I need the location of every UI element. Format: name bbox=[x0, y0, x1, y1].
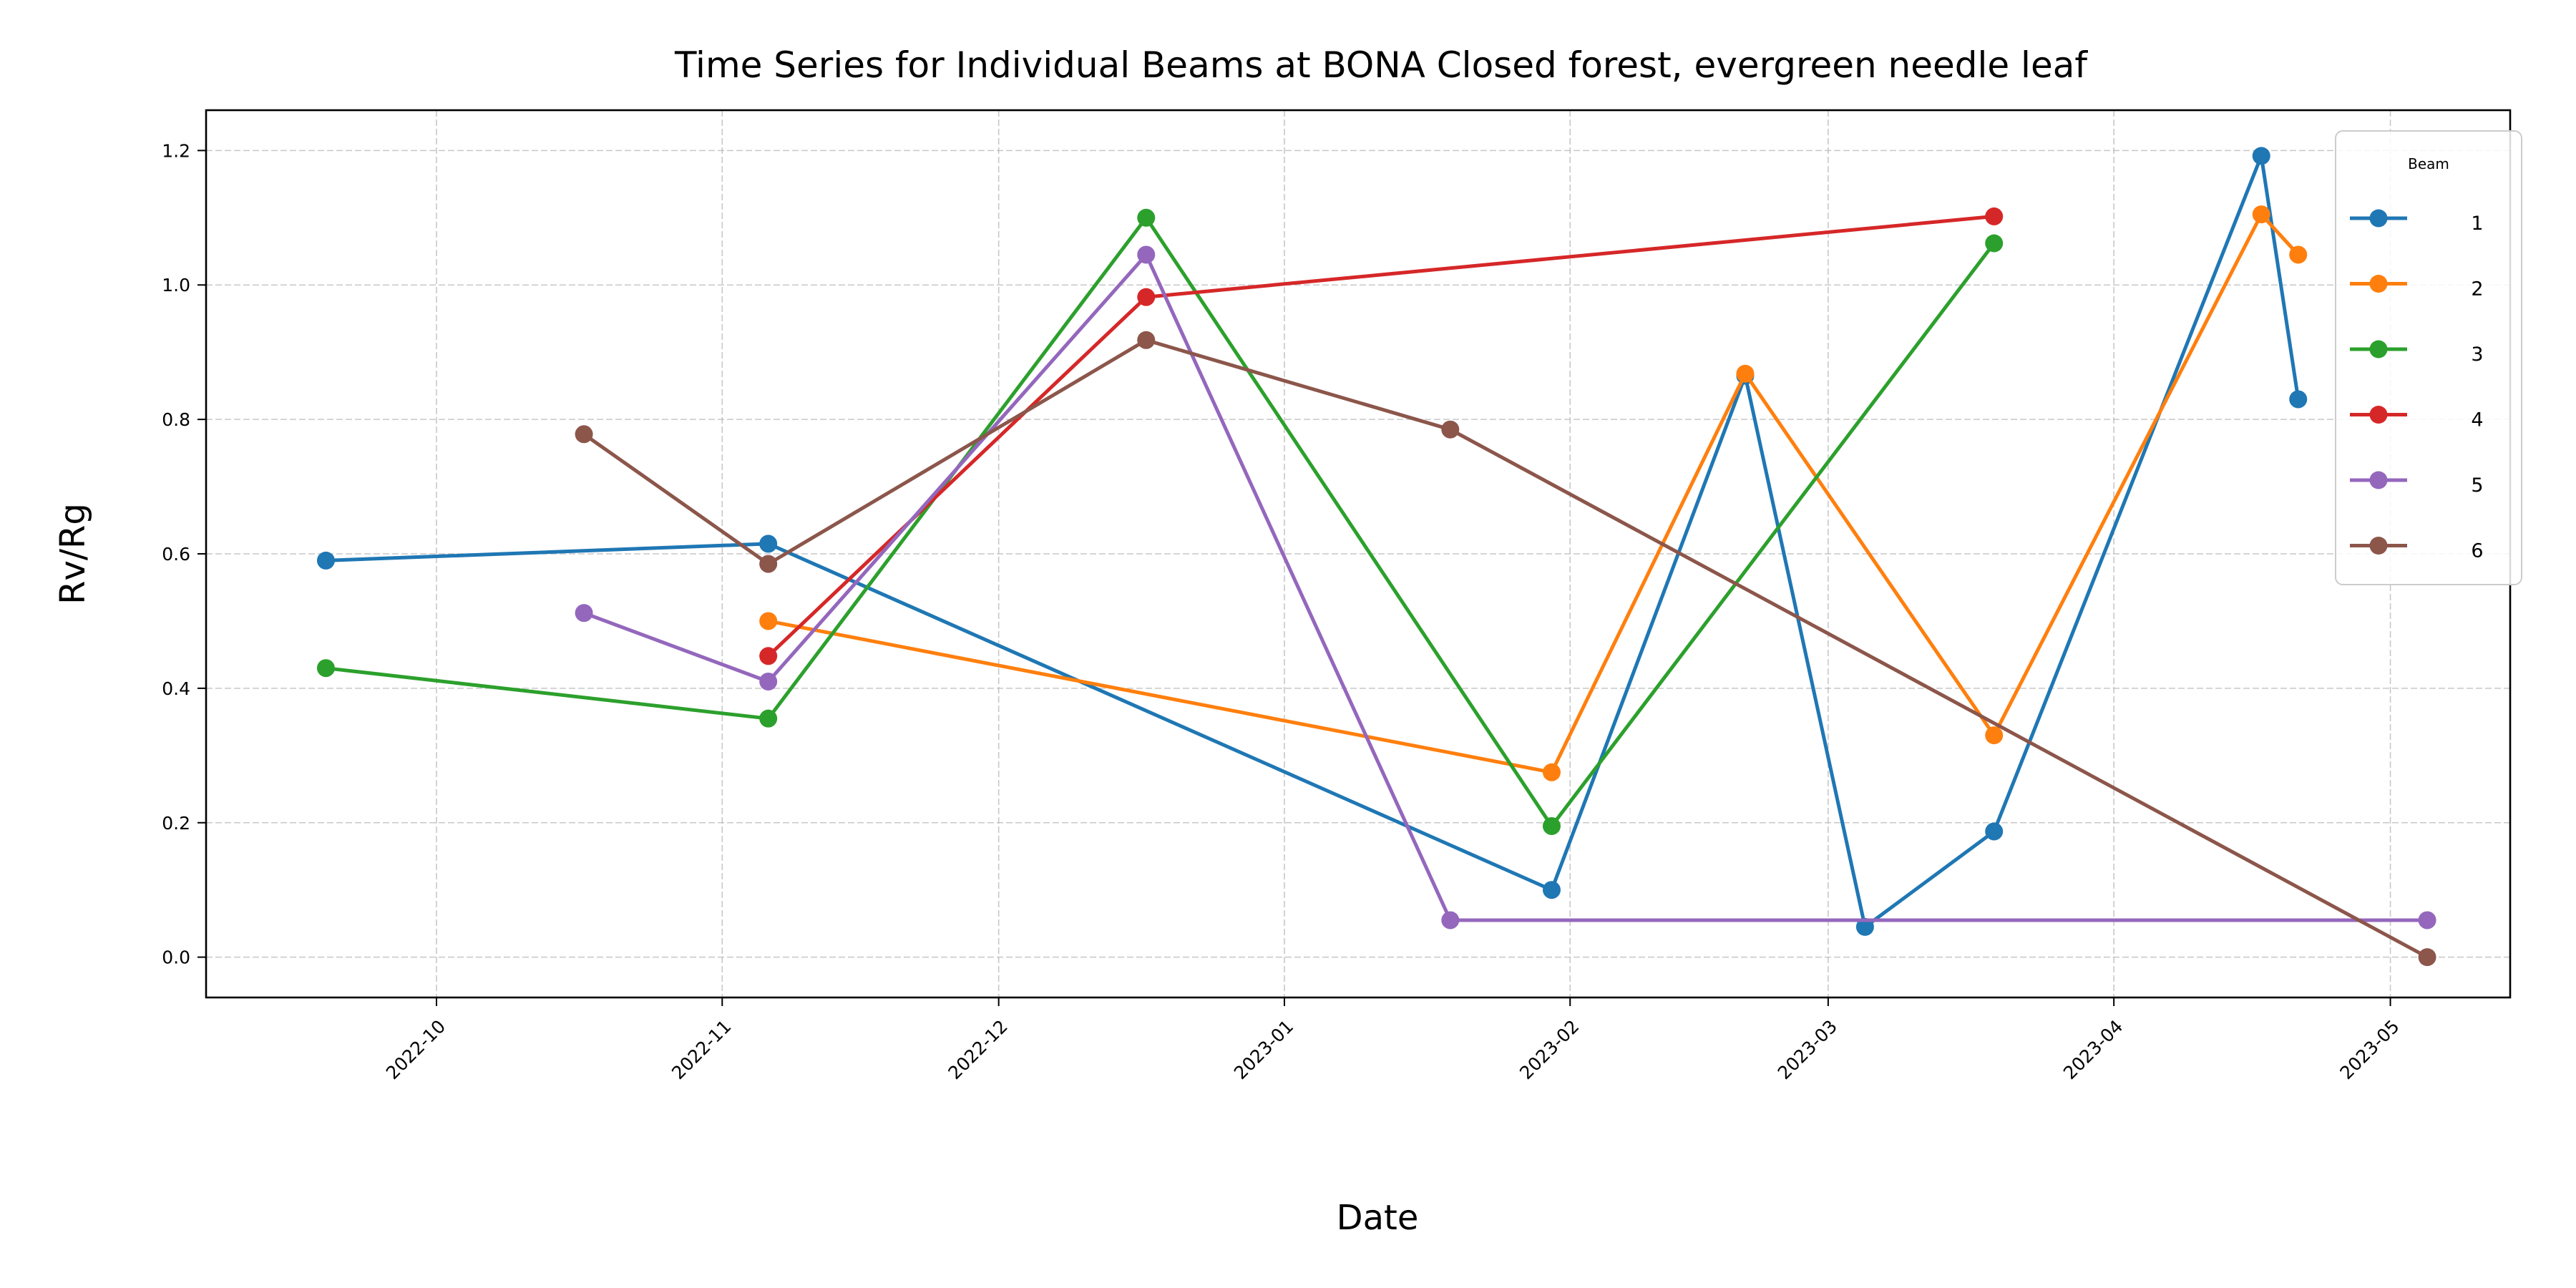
legend-box bbox=[2335, 130, 2522, 585]
data-point-beam-5 bbox=[2418, 911, 2436, 930]
data-point-beam-3 bbox=[759, 709, 778, 728]
data-point-beam-2 bbox=[1736, 364, 1755, 383]
x-axis-label: Date bbox=[1337, 1198, 1419, 1238]
y-tick-label: 0.4 bbox=[162, 678, 190, 699]
data-point-beam-2 bbox=[2289, 245, 2308, 264]
y-tick-label: 0.2 bbox=[162, 813, 190, 834]
data-point-beam-2 bbox=[2252, 205, 2270, 224]
data-point-beam-2 bbox=[1985, 726, 2004, 745]
legend-marker-beam-6 bbox=[2369, 537, 2388, 555]
data-point-beam-6 bbox=[1137, 331, 1156, 349]
series-beam-4 bbox=[759, 207, 2004, 665]
data-point-beam-2 bbox=[759, 612, 778, 630]
legend-marker-beam-1 bbox=[2369, 209, 2388, 228]
y-tick-label: 0.6 bbox=[162, 544, 190, 565]
legend: Beam 1 2 3 4 5 6 bbox=[2335, 130, 2522, 585]
data-point-beam-1 bbox=[759, 535, 778, 553]
data-point-beam-5 bbox=[759, 672, 778, 691]
data-point-beam-1 bbox=[316, 551, 335, 570]
series-line-beam-2 bbox=[766, 213, 2301, 774]
series-layer bbox=[316, 147, 2436, 967]
series-line-beam-1 bbox=[323, 154, 2301, 929]
series-beam-2 bbox=[759, 205, 2308, 781]
chart-title: Time Series for Individual Beams at BONA… bbox=[674, 44, 2088, 86]
y-axis-label: Rv/Rg bbox=[53, 503, 93, 605]
data-point-beam-3 bbox=[316, 659, 335, 678]
data-point-beam-6 bbox=[759, 555, 778, 573]
data-point-beam-6 bbox=[2418, 948, 2436, 967]
data-point-beam-1 bbox=[2252, 147, 2270, 165]
series-beam-6 bbox=[575, 331, 2436, 967]
data-point-beam-1 bbox=[1542, 881, 1561, 899]
data-point-beam-2 bbox=[1542, 763, 1561, 781]
legend-label-beam-1: 1 bbox=[2471, 213, 2483, 235]
data-point-beam-6 bbox=[575, 425, 593, 444]
data-point-beam-3 bbox=[1985, 234, 2004, 253]
data-point-beam-3 bbox=[1542, 816, 1561, 835]
legend-label-beam-4: 4 bbox=[2471, 409, 2483, 431]
legend-entries: 1 2 3 4 5 6 bbox=[2350, 209, 2484, 562]
data-point-beam-5 bbox=[1137, 245, 1156, 264]
legend-label-beam-3: 3 bbox=[2471, 343, 2483, 366]
data-point-beam-1 bbox=[1855, 917, 1874, 936]
series-beam-5 bbox=[575, 245, 2436, 930]
data-point-beam-1 bbox=[2289, 390, 2308, 409]
legend-marker-beam-2 bbox=[2369, 275, 2388, 293]
data-point-beam-4 bbox=[1137, 288, 1156, 306]
y-tick-label: 0.0 bbox=[162, 947, 190, 968]
data-point-beam-4 bbox=[1985, 207, 2004, 225]
y-tick-label: 0.8 bbox=[162, 409, 190, 430]
data-point-beam-3 bbox=[1137, 208, 1156, 227]
y-tick-label: 1.0 bbox=[162, 275, 190, 296]
data-point-beam-4 bbox=[759, 647, 778, 665]
series-beam-3 bbox=[316, 208, 2004, 835]
legend-label-beam-5: 5 bbox=[2471, 474, 2483, 497]
data-point-beam-5 bbox=[575, 604, 593, 623]
legend-marker-beam-4 bbox=[2369, 406, 2388, 424]
legend-marker-beam-3 bbox=[2369, 340, 2388, 358]
data-point-beam-1 bbox=[1985, 822, 2004, 841]
legend-label-beam-6: 6 bbox=[2471, 540, 2483, 562]
y-tick-label: 1.2 bbox=[162, 140, 190, 161]
data-point-beam-5 bbox=[1441, 911, 1460, 930]
data-point-beam-6 bbox=[1441, 420, 1460, 439]
legend-marker-beam-5 bbox=[2369, 471, 2388, 489]
legend-label-beam-2: 2 bbox=[2471, 278, 2483, 301]
legend-title: Beam bbox=[2408, 155, 2449, 172]
